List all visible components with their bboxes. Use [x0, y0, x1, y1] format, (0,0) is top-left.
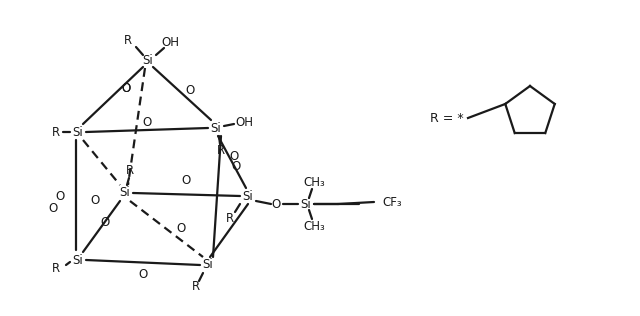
- Text: Si: Si: [301, 198, 312, 210]
- Text: CH₃: CH₃: [303, 220, 325, 233]
- Text: CF₃: CF₃: [382, 196, 402, 209]
- Text: Si: Si: [243, 190, 253, 203]
- Text: R: R: [192, 281, 200, 294]
- Text: R: R: [52, 125, 60, 138]
- Text: O: O: [122, 82, 131, 94]
- Text: O: O: [49, 202, 58, 215]
- Text: R: R: [52, 262, 60, 275]
- Text: O: O: [232, 161, 241, 173]
- Text: R: R: [217, 143, 225, 156]
- Text: CH₃: CH₃: [303, 175, 325, 189]
- Text: R: R: [124, 33, 132, 46]
- Text: O: O: [271, 198, 280, 210]
- Text: Si: Si: [143, 53, 154, 66]
- Text: Si: Si: [203, 258, 213, 271]
- Text: O: O: [100, 216, 109, 229]
- Text: O: O: [142, 116, 152, 129]
- Text: O: O: [90, 195, 100, 208]
- Text: O: O: [56, 190, 65, 203]
- Text: Si: Si: [211, 121, 221, 135]
- Text: O: O: [177, 222, 186, 235]
- Text: OH: OH: [235, 117, 253, 130]
- Text: O: O: [186, 83, 195, 96]
- Text: O: O: [181, 174, 191, 187]
- Text: Si: Si: [72, 125, 83, 138]
- Text: O: O: [122, 82, 131, 94]
- Text: Si: Si: [72, 253, 83, 266]
- Text: R = *: R = *: [430, 112, 463, 125]
- Text: O: O: [229, 150, 239, 163]
- Text: R: R: [226, 211, 234, 224]
- Text: Si: Si: [120, 186, 131, 199]
- Text: R: R: [126, 165, 134, 178]
- Text: OH: OH: [161, 35, 179, 48]
- Text: O: O: [138, 268, 148, 281]
